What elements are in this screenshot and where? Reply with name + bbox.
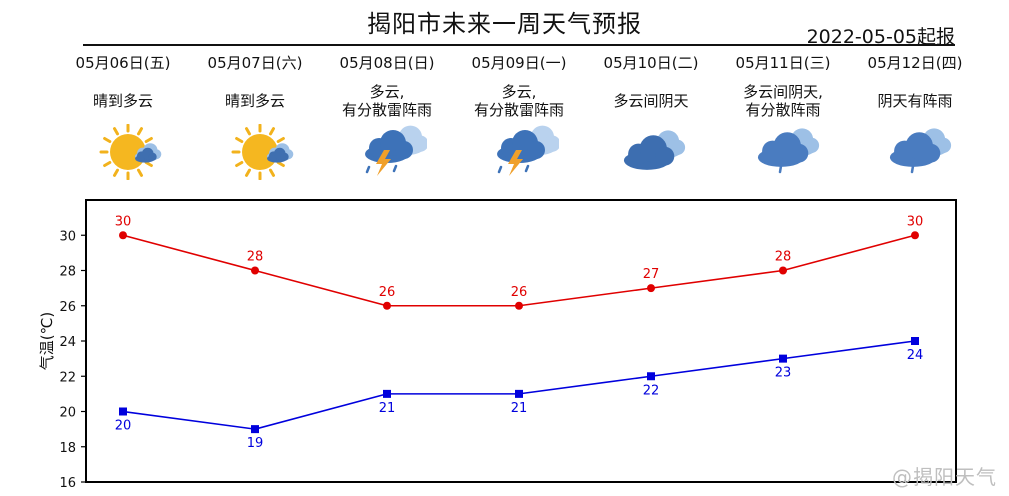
day-date: 05月07日(六) [207, 54, 303, 72]
data-label: 28 [775, 250, 792, 265]
data-point [383, 301, 391, 310]
data-point [647, 284, 655, 293]
data-label: 20 [115, 419, 132, 434]
page-title: 揭阳市未来一周天气预报 [367, 10, 642, 38]
day-column: 05月09日(一) 多云, 有分散雷阵雨 [453, 48, 585, 180]
data-point [647, 372, 655, 381]
y-axis-label: 气温(℃) [38, 312, 56, 371]
watermark: @揭阳天气 [892, 465, 997, 489]
overcast-icon [585, 124, 717, 180]
sun-cloud-icon [189, 124, 321, 180]
data-label: 24 [907, 348, 924, 363]
data-point [911, 337, 919, 345]
data-label: 28 [247, 250, 264, 265]
y-tick-label: 18 [59, 441, 76, 456]
day-column: 05月07日(六) 晴到多云 [189, 48, 321, 180]
day-date: 05月12日(四) [867, 54, 963, 72]
data-label: 26 [511, 285, 528, 300]
day-column: 05月12日(四) 阴天有阵雨 [849, 48, 981, 180]
data-point [779, 266, 787, 275]
data-point [251, 266, 259, 275]
y-tick-label: 20 [59, 406, 76, 421]
day-column: 05月10日(二) 多云间阴天 [585, 48, 717, 180]
data-point [911, 231, 919, 240]
data-label: 30 [115, 214, 132, 229]
day-condition: 多云间阴天, 有分散阵雨 [743, 83, 823, 119]
y-tick-label: 26 [59, 300, 76, 315]
header-divider [83, 44, 955, 46]
day-date: 05月08日(日) [339, 54, 435, 72]
data-point [119, 231, 127, 240]
cloud-rain-icon [849, 124, 981, 180]
data-point [515, 389, 523, 398]
day-date: 05月06日(五) [75, 54, 171, 72]
data-point [251, 425, 259, 434]
day-date: 05月10日(二) [603, 54, 699, 72]
data-label: 19 [247, 436, 264, 451]
data-label: 30 [907, 214, 924, 229]
day-condition: 多云间阴天 [613, 92, 689, 110]
data-point [515, 301, 523, 310]
data-label: 21 [511, 401, 528, 416]
day-column: 05月08日(日) 多云, 有分散雷阵雨 [321, 48, 453, 180]
day-condition: 晴到多云 [92, 92, 153, 110]
data-label: 21 [379, 401, 396, 416]
day-condition: 阴天有阵雨 [877, 92, 953, 110]
day-condition: 多云, 有分散雷阵雨 [341, 83, 432, 119]
data-label: 23 [775, 366, 792, 381]
thunderstorm-icon [453, 124, 585, 180]
series-line [122, 340, 916, 430]
data-point [119, 407, 127, 416]
data-point [383, 389, 391, 398]
data-label: 27 [643, 267, 660, 282]
data-point [779, 354, 787, 363]
day-column: 05月11日(三) 多云间阴天, 有分散阵雨 [717, 48, 849, 180]
day-condition: 多云, 有分散雷阵雨 [473, 83, 564, 119]
plot-frame [85, 199, 957, 483]
thunderstorm-icon [321, 124, 453, 180]
issue-date: 2022-05-05起报 [806, 26, 955, 48]
y-tick-label: 24 [59, 335, 76, 350]
sun-cloud-icon [57, 124, 189, 180]
data-label: 26 [379, 285, 396, 300]
y-tick-label: 28 [59, 265, 76, 280]
y-tick-label: 30 [59, 229, 76, 244]
day-condition: 晴到多云 [224, 92, 285, 110]
y-tick-label: 22 [59, 370, 76, 385]
day-date: 05月09日(一) [471, 54, 567, 72]
day-column: 05月06日(五) 晴到多云 [57, 48, 189, 180]
day-date: 05月11日(三) [735, 54, 831, 72]
cloud-rain-icon [717, 124, 849, 180]
data-label: 22 [643, 383, 660, 398]
y-tick-label: 16 [59, 476, 76, 491]
